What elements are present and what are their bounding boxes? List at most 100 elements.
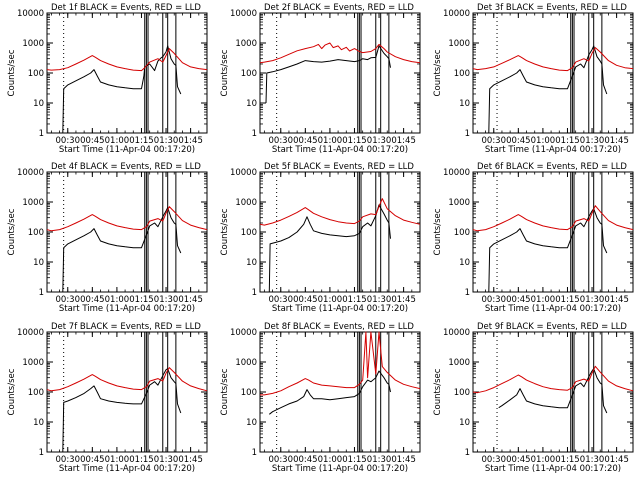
x-tick-label: 01:30: [367, 136, 392, 146]
x-tick-label: 01:15: [129, 136, 154, 146]
series-events: [265, 45, 391, 104]
y-tick-label: 1: [39, 448, 44, 458]
y-tick-label: 1: [465, 129, 470, 139]
x-tick-label: 01:15: [342, 136, 367, 146]
panel-det-4: Det 4f BLACK = Events, RED = LLD 1 10 100 10…: [7, 162, 208, 314]
x-tick-label: 00:30: [269, 295, 294, 305]
x-tick-label: 01:30: [367, 295, 392, 305]
x-tick-label: 01:45: [178, 136, 203, 146]
y-tick-label: 100: [28, 228, 44, 238]
x-tick-label: 01:30: [154, 136, 179, 146]
y-axis-label: Counts/sec: [433, 208, 443, 255]
x-tick-label: 01:45: [391, 455, 416, 465]
panel-det-5: Det 5f BLACK = Events, RED = LLD 1 10 100 10…: [220, 162, 421, 314]
y-tick-label: 1: [39, 129, 44, 139]
y-tick-label: 1: [252, 129, 257, 139]
panel-det-7: Det 7f BLACK = Events, RED = LLD 1 10 100 10…: [7, 322, 208, 474]
y-tick-label: 10: [459, 258, 470, 268]
y-tick-label: 1: [465, 288, 470, 298]
y-tick-label: 1: [252, 288, 257, 298]
x-axis-label: Start Time (11-Apr-04 00:17:20): [272, 145, 408, 155]
y-tick-label: 10: [33, 258, 44, 268]
series-events: [62, 368, 182, 453]
series-events: [268, 370, 391, 415]
x-tick-label: 01:15: [342, 295, 367, 305]
plot-frame: [46, 12, 208, 134]
x-tick-label: 00:45: [293, 455, 318, 465]
series-lld: [260, 331, 421, 396]
x-tick-label: 01:45: [604, 295, 629, 305]
x-tick-label: 01:15: [129, 455, 154, 465]
plot-frame: [259, 12, 421, 134]
series-lld: [472, 365, 634, 394]
x-tick-label: 01:30: [580, 295, 605, 305]
y-tick-label: 1000: [22, 358, 44, 368]
x-tick-label: 01:45: [391, 136, 416, 146]
y-axis-label: Counts/sec: [7, 368, 17, 415]
panel-det-3: Det 3f BLACK = Events, RED = LLD 1 10 100 10…: [433, 3, 634, 155]
y-tick-label: 1: [465, 448, 470, 458]
series-events: [498, 368, 608, 414]
y-tick-label: 10: [246, 258, 257, 268]
panel-det-2: Det 2f BLACK = Events, RED = LLD 1 10 100 10…: [220, 3, 421, 155]
x-tick-label: 01:00: [531, 136, 556, 146]
y-tick-label: 10: [459, 99, 470, 109]
x-tick-label: 00:30: [56, 136, 81, 146]
x-axis-label: Start Time (11-Apr-04 00:17:20): [272, 304, 408, 314]
y-tick-label: 1: [39, 288, 44, 298]
y-tick-label: 10000: [17, 9, 44, 19]
x-tick-label: 01:45: [178, 295, 203, 305]
y-tick-label: 10: [33, 418, 44, 428]
x-axis-label: Start Time (11-Apr-04 00:17:20): [59, 464, 195, 474]
y-tick-label: 10: [33, 99, 44, 109]
series-events: [488, 45, 608, 134]
x-tick-label: 01:45: [604, 455, 629, 465]
x-tick-label: 00:45: [293, 295, 318, 305]
y-tick-label: 10: [246, 99, 257, 109]
y-tick-label: 10000: [230, 328, 257, 338]
x-tick-label: 01:00: [105, 455, 130, 465]
y-tick-label: 1000: [448, 39, 470, 49]
x-tick-label: 01:30: [580, 455, 605, 465]
y-tick-label: 1000: [448, 358, 470, 368]
plot-frame: [259, 331, 421, 453]
y-tick-label: 1000: [22, 39, 44, 49]
panel-det-1: Det 1f BLACK = Events, RED = LLD 1 10 100 10…: [7, 3, 208, 155]
x-tick-label: 00:45: [293, 136, 318, 146]
y-tick-label: 100: [454, 388, 470, 398]
y-axis-label: Counts/sec: [220, 49, 230, 96]
panel-title: Det 6f BLACK = Events, RED = LLD: [477, 162, 627, 172]
y-axis-label: Counts/sec: [7, 208, 17, 255]
y-axis-label: Counts/sec: [7, 49, 17, 96]
y-tick-label: 10: [459, 418, 470, 428]
x-tick-label: 01:30: [580, 136, 605, 146]
x-tick-label: 01:00: [318, 136, 343, 146]
series-events: [268, 204, 391, 293]
x-tick-label: 01:00: [531, 295, 556, 305]
panel-title: Det 3f BLACK = Events, RED = LLD: [477, 3, 627, 13]
x-axis-label: Start Time (11-Apr-04 00:17:20): [59, 145, 195, 155]
y-tick-label: 10000: [443, 328, 470, 338]
x-tick-label: 00:45: [80, 136, 105, 146]
x-tick-label: 00:45: [506, 455, 531, 465]
plot-frame: [46, 331, 208, 453]
x-tick-label: 00:30: [269, 136, 294, 146]
y-tick-label: 100: [28, 69, 44, 79]
series-lld: [472, 47, 634, 72]
x-tick-label: 00:45: [506, 295, 531, 305]
series-lld: [259, 198, 421, 226]
y-tick-label: 1000: [448, 198, 470, 208]
y-tick-label: 1: [252, 448, 257, 458]
plot-frame: [46, 171, 208, 293]
x-tick-label: 00:30: [482, 136, 507, 146]
x-tick-label: 00:30: [56, 455, 81, 465]
x-tick-label: 01:15: [555, 455, 580, 465]
x-axis-label: Start Time (11-Apr-04 00:17:20): [485, 145, 621, 155]
panel-det-6: Det 6f BLACK = Events, RED = LLD 1 10 100 10…: [433, 162, 634, 314]
x-tick-label: 01:15: [129, 295, 154, 305]
y-axis-label: Counts/sec: [220, 368, 230, 415]
y-axis-label: Counts/sec: [433, 49, 443, 96]
x-tick-label: 01:30: [154, 295, 179, 305]
y-tick-label: 100: [241, 228, 257, 238]
x-tick-label: 01:15: [555, 295, 580, 305]
